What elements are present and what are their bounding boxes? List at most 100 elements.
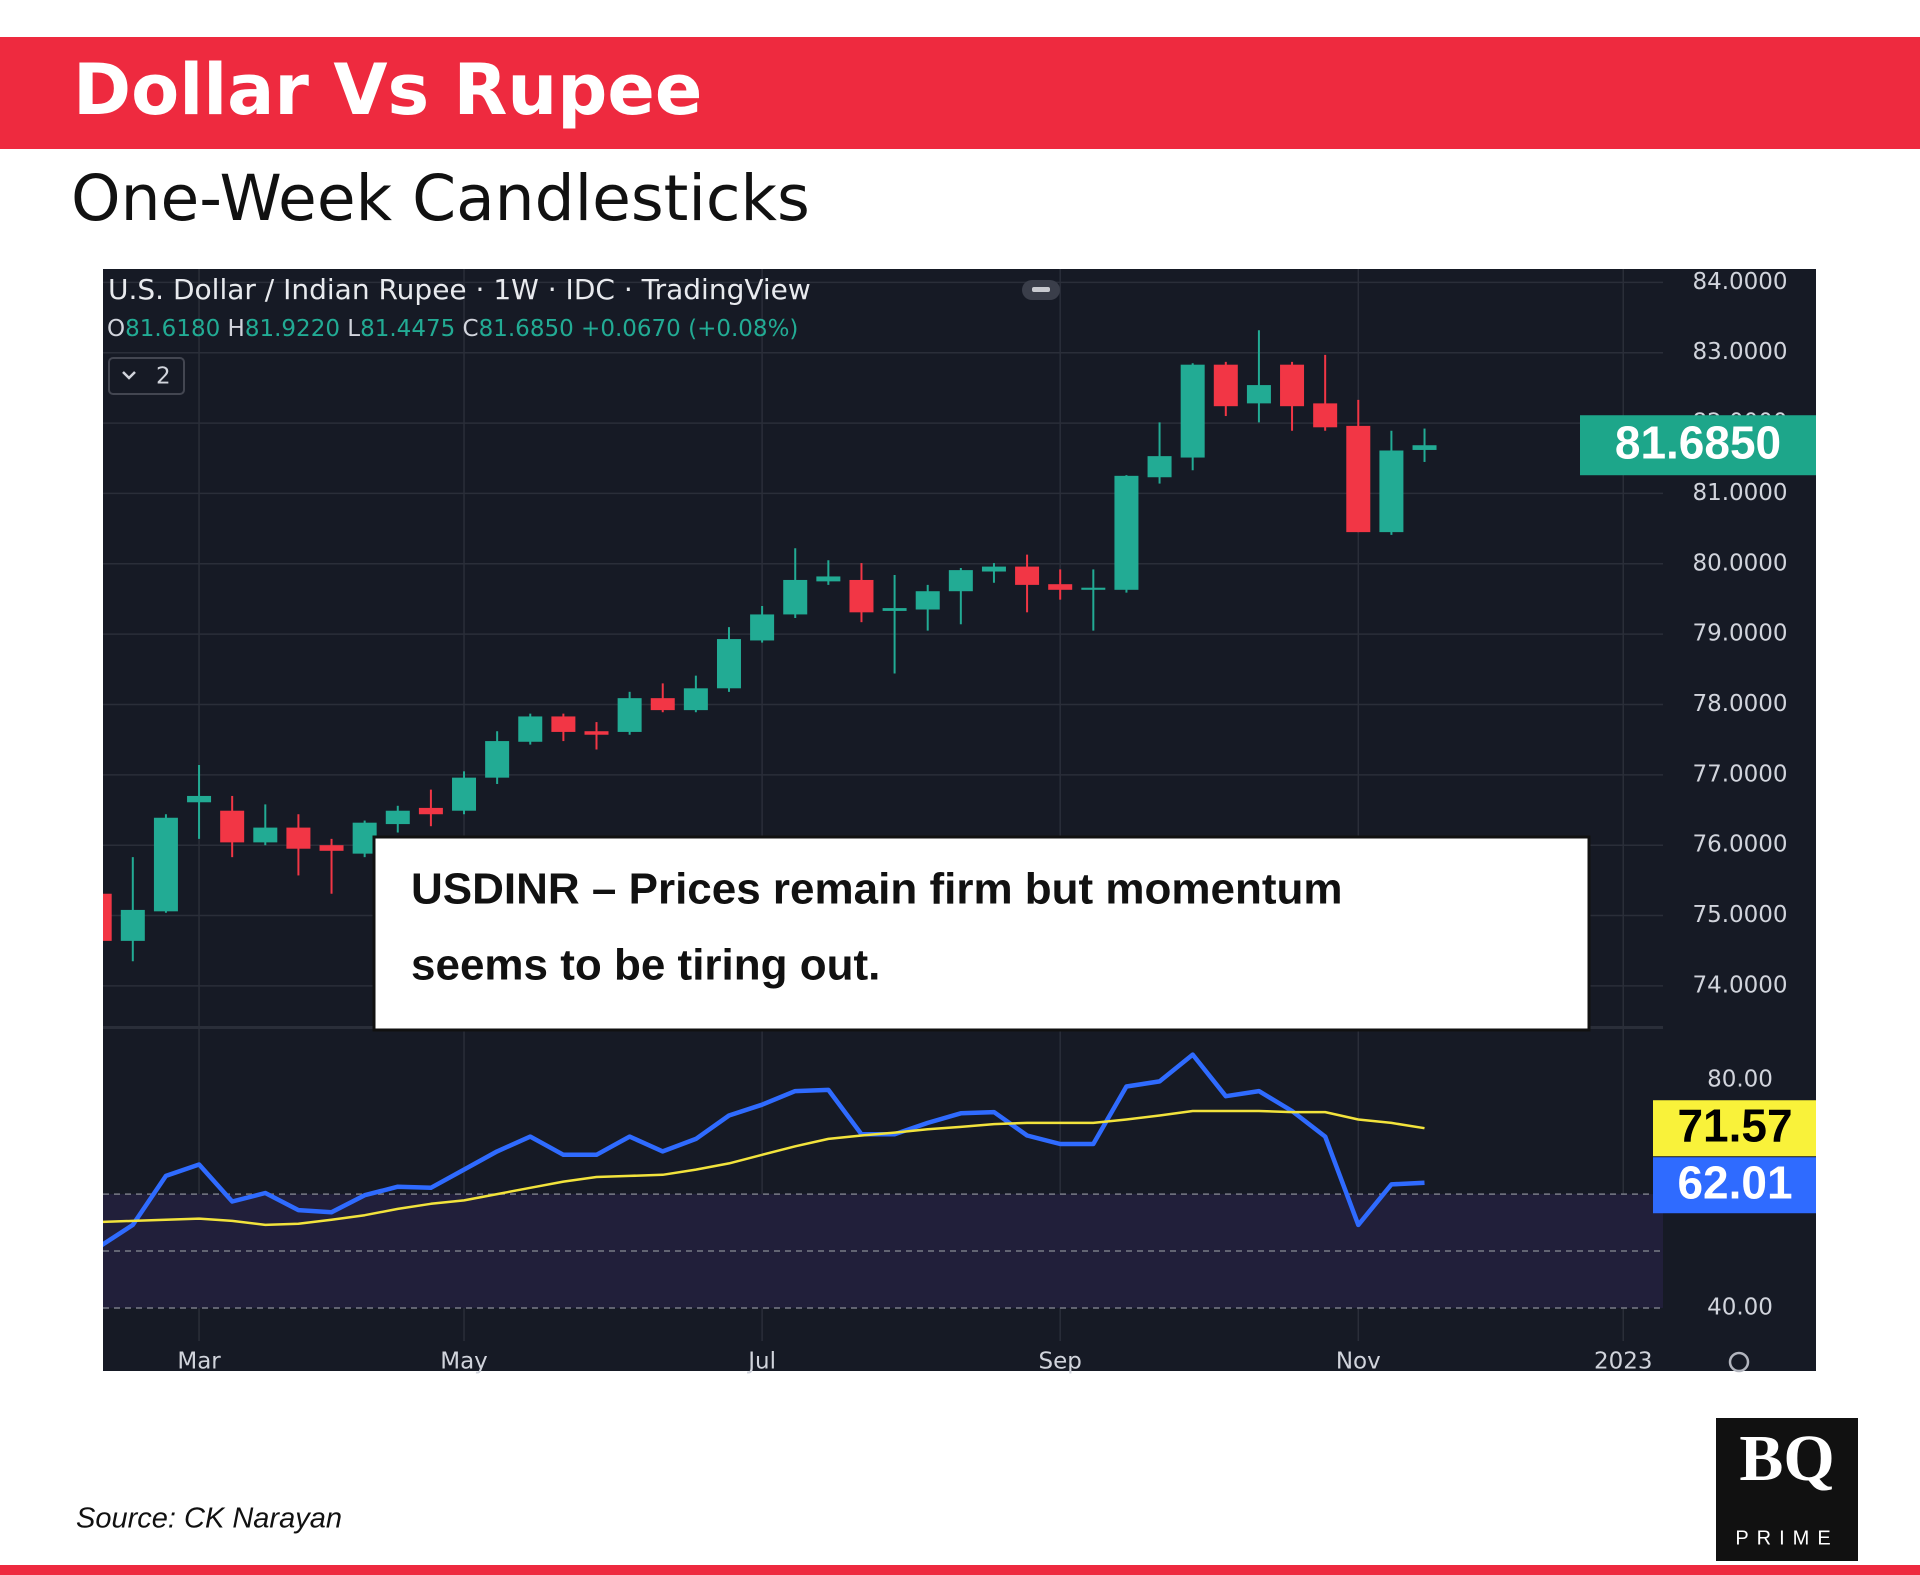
x-tick-label: May [440,1349,488,1375]
ohlc-row: O81.6180 H81.9220 L81.4475 C81.6850 +0.0… [107,316,798,342]
candle-body [1412,445,1437,450]
candle-body [1081,587,1106,590]
candle-body [981,566,1006,572]
candle-body [187,795,212,803]
pane-toggle-chevron [122,371,136,380]
y-tick-label: 78.0000 [1692,691,1787,717]
rsi-line [103,1052,1425,1248]
x-tick-label: 2023 [1594,1349,1653,1375]
candle-body [418,807,443,815]
settings-icon[interactable] [1728,1351,1750,1373]
candle-body [1246,385,1271,404]
y-tick-label: 81.0000 [1692,480,1787,506]
y-tick-label: 80.00 [1707,1067,1773,1093]
rsi-grid [103,1029,1663,1341]
y-tick-label: 74.0000 [1692,972,1787,998]
pane-toggle-count: 2 [156,364,171,390]
ohlc-value: 81.6180 [125,316,220,342]
candle-body [452,777,477,811]
header-bar [0,37,1920,149]
annotation-line: USDINR – Prices remain firm but momentum [411,865,1343,914]
candle-body [286,827,311,849]
subtitle: One-Week Candlesticks [71,162,810,235]
candle-body [1180,364,1205,458]
ohlc-key: H [228,316,245,342]
y-tick-label: 76.0000 [1692,832,1787,858]
candle-body [915,591,940,610]
x-tick-label: Jul [746,1349,776,1375]
annotation-line: seems to be tiring out. [411,941,880,990]
last-price-label: 81.6850 [1615,416,1781,468]
footer-bar [0,1565,1920,1575]
legend-pill-icon [1032,287,1050,292]
y-tick-label: 80.0000 [1692,550,1787,576]
ohlc-key: C [463,316,479,342]
y-tick-label: 79.0000 [1692,621,1787,647]
y-tick-label: 77.0000 [1692,761,1787,787]
candle-body [220,810,245,843]
candle-body [551,716,576,732]
candle-body [716,639,741,689]
candle-body [816,576,841,582]
logo [1716,1418,1858,1561]
candle-body [103,893,112,941]
y-tick-label: 83.0000 [1692,339,1787,365]
candle-body [385,810,410,825]
last-value-label: 71.57 [1677,1099,1792,1151]
last-value-box [1653,1100,1816,1157]
candle-body [849,579,874,613]
candle-body [518,716,543,742]
candle-body [1313,403,1338,428]
y-tick-label: 75.0000 [1692,902,1787,928]
candle-body [1213,364,1238,407]
candle-body [1346,425,1371,533]
candle-body [683,688,708,711]
ohlc-key: O [107,316,125,342]
candle-body [153,817,178,912]
rsi-ma-line [103,1109,1425,1227]
candle-body [120,909,145,941]
ohlc-value: 81.6850 [479,316,574,342]
ohlc-value: 81.4475 [360,316,455,342]
last-value-label: 62.01 [1677,1156,1792,1208]
title: Dollar Vs Rupee [73,49,702,131]
source: Source: CK Narayan [76,1503,342,1535]
candle-body [617,698,642,732]
ohlc-change: +0.0670 (+0.08%) [581,316,798,342]
candle-body [1015,566,1040,585]
candle-body [1147,456,1172,478]
last-value-box [1653,1157,1816,1214]
chart-legend-title: U.S. Dollar / Indian Rupee · 1W · IDC · … [108,273,811,306]
candle-body [584,731,609,735]
ohlc-key: L [347,316,360,342]
x-tick-label: Sep [1039,1349,1082,1375]
x-tick-label: Mar [177,1349,221,1375]
last-price-box [1580,415,1816,476]
x-tick-label: Nov [1336,1349,1381,1375]
pane-toggle[interactable] [108,357,185,395]
annotation-box [372,835,1591,1032]
candle-body [1114,475,1139,590]
candles [103,330,1437,962]
y-tick-label: 84.0000 [1692,269,1787,295]
candle-body [948,570,973,592]
y-tick-label: 40.00 [1707,1294,1773,1320]
candle-body [1048,584,1073,590]
rsi-lines [103,1052,1425,1248]
candle-body [882,608,907,611]
candle-body [650,698,675,711]
logo-text: BQ [1739,1422,1834,1495]
candle-body [783,579,808,615]
logo-subtext: PRIME [1735,1527,1838,1549]
candle-body [750,614,775,641]
ohlc-value: 81.9220 [245,316,340,342]
candle-body [1379,450,1404,533]
candle-body [253,827,278,843]
candle-body [319,845,344,851]
candle-body [485,741,510,778]
candle-body [1280,364,1305,407]
